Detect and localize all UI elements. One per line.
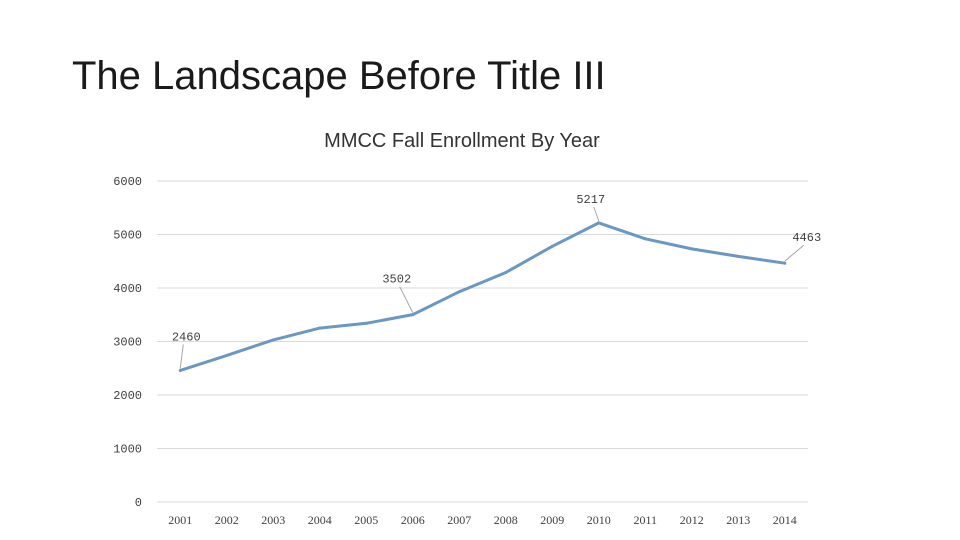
- data-point: [457, 290, 461, 294]
- slide-title: The Landscape Before Title III: [72, 54, 606, 98]
- data-point: [271, 338, 275, 342]
- data-point: [178, 368, 182, 372]
- data-label: 3502: [382, 273, 411, 287]
- data-point: [504, 270, 508, 274]
- y-tick-label: 5000: [113, 229, 142, 243]
- x-tick-label: 2008: [494, 513, 518, 527]
- x-tick-label: 2009: [540, 513, 564, 527]
- y-tick-label: 2000: [113, 389, 142, 403]
- x-tick-label: 2014: [773, 513, 797, 527]
- y-tick-label: 6000: [113, 175, 142, 189]
- series-line: [178, 221, 787, 372]
- data-label: 5217: [576, 193, 605, 207]
- leader-line: [593, 206, 600, 222]
- data-point: [783, 261, 787, 265]
- x-tick-label: 2005: [354, 513, 378, 527]
- data-point: [597, 221, 601, 225]
- data-point: [690, 247, 694, 251]
- y-tick-label: 4000: [113, 282, 142, 296]
- data-point: [364, 321, 368, 325]
- data-label: 2460: [172, 330, 201, 344]
- chart-title: MMCC Fall Enrollment By Year: [324, 130, 600, 152]
- x-tick-label: 2006: [401, 513, 425, 527]
- series-layer: [178, 221, 787, 372]
- leader-line: [399, 286, 414, 313]
- data-label: 4463: [792, 231, 821, 245]
- x-tick-label: 2012: [680, 513, 704, 527]
- x-tick-label: 2007: [447, 513, 471, 527]
- x-tick-label: 2002: [215, 513, 239, 527]
- y-tick-label: 3000: [113, 336, 142, 350]
- gridlines: [157, 180, 808, 503]
- x-tick-label: 2013: [726, 513, 750, 527]
- x-tick-label: 2011: [633, 513, 657, 527]
- x-axis-ticks: 2001 2002 2003 2004 2005 2006 2007 2008 2009 2010…: [168, 513, 797, 527]
- leader-line: [784, 244, 805, 262]
- x-tick-label: 2003: [261, 513, 285, 527]
- data-point: [318, 326, 322, 330]
- y-axis-ticks: 0 1000 2000 3000 4000 5000 6000: [113, 175, 142, 510]
- data-point: [225, 353, 229, 357]
- y-tick-label: 1000: [113, 443, 142, 457]
- x-tick-label: 2001: [168, 513, 192, 527]
- x-tick-label: 2010: [587, 513, 611, 527]
- leader-line: [179, 344, 184, 369]
- data-point: [550, 244, 554, 248]
- y-tick-label: 0: [135, 496, 142, 510]
- x-tick-label: 2004: [308, 513, 332, 527]
- data-point: [736, 254, 740, 258]
- data-point: [643, 237, 647, 241]
- data-point: [411, 313, 415, 317]
- data-labels: 2460 3502 5217 4463: [172, 193, 821, 369]
